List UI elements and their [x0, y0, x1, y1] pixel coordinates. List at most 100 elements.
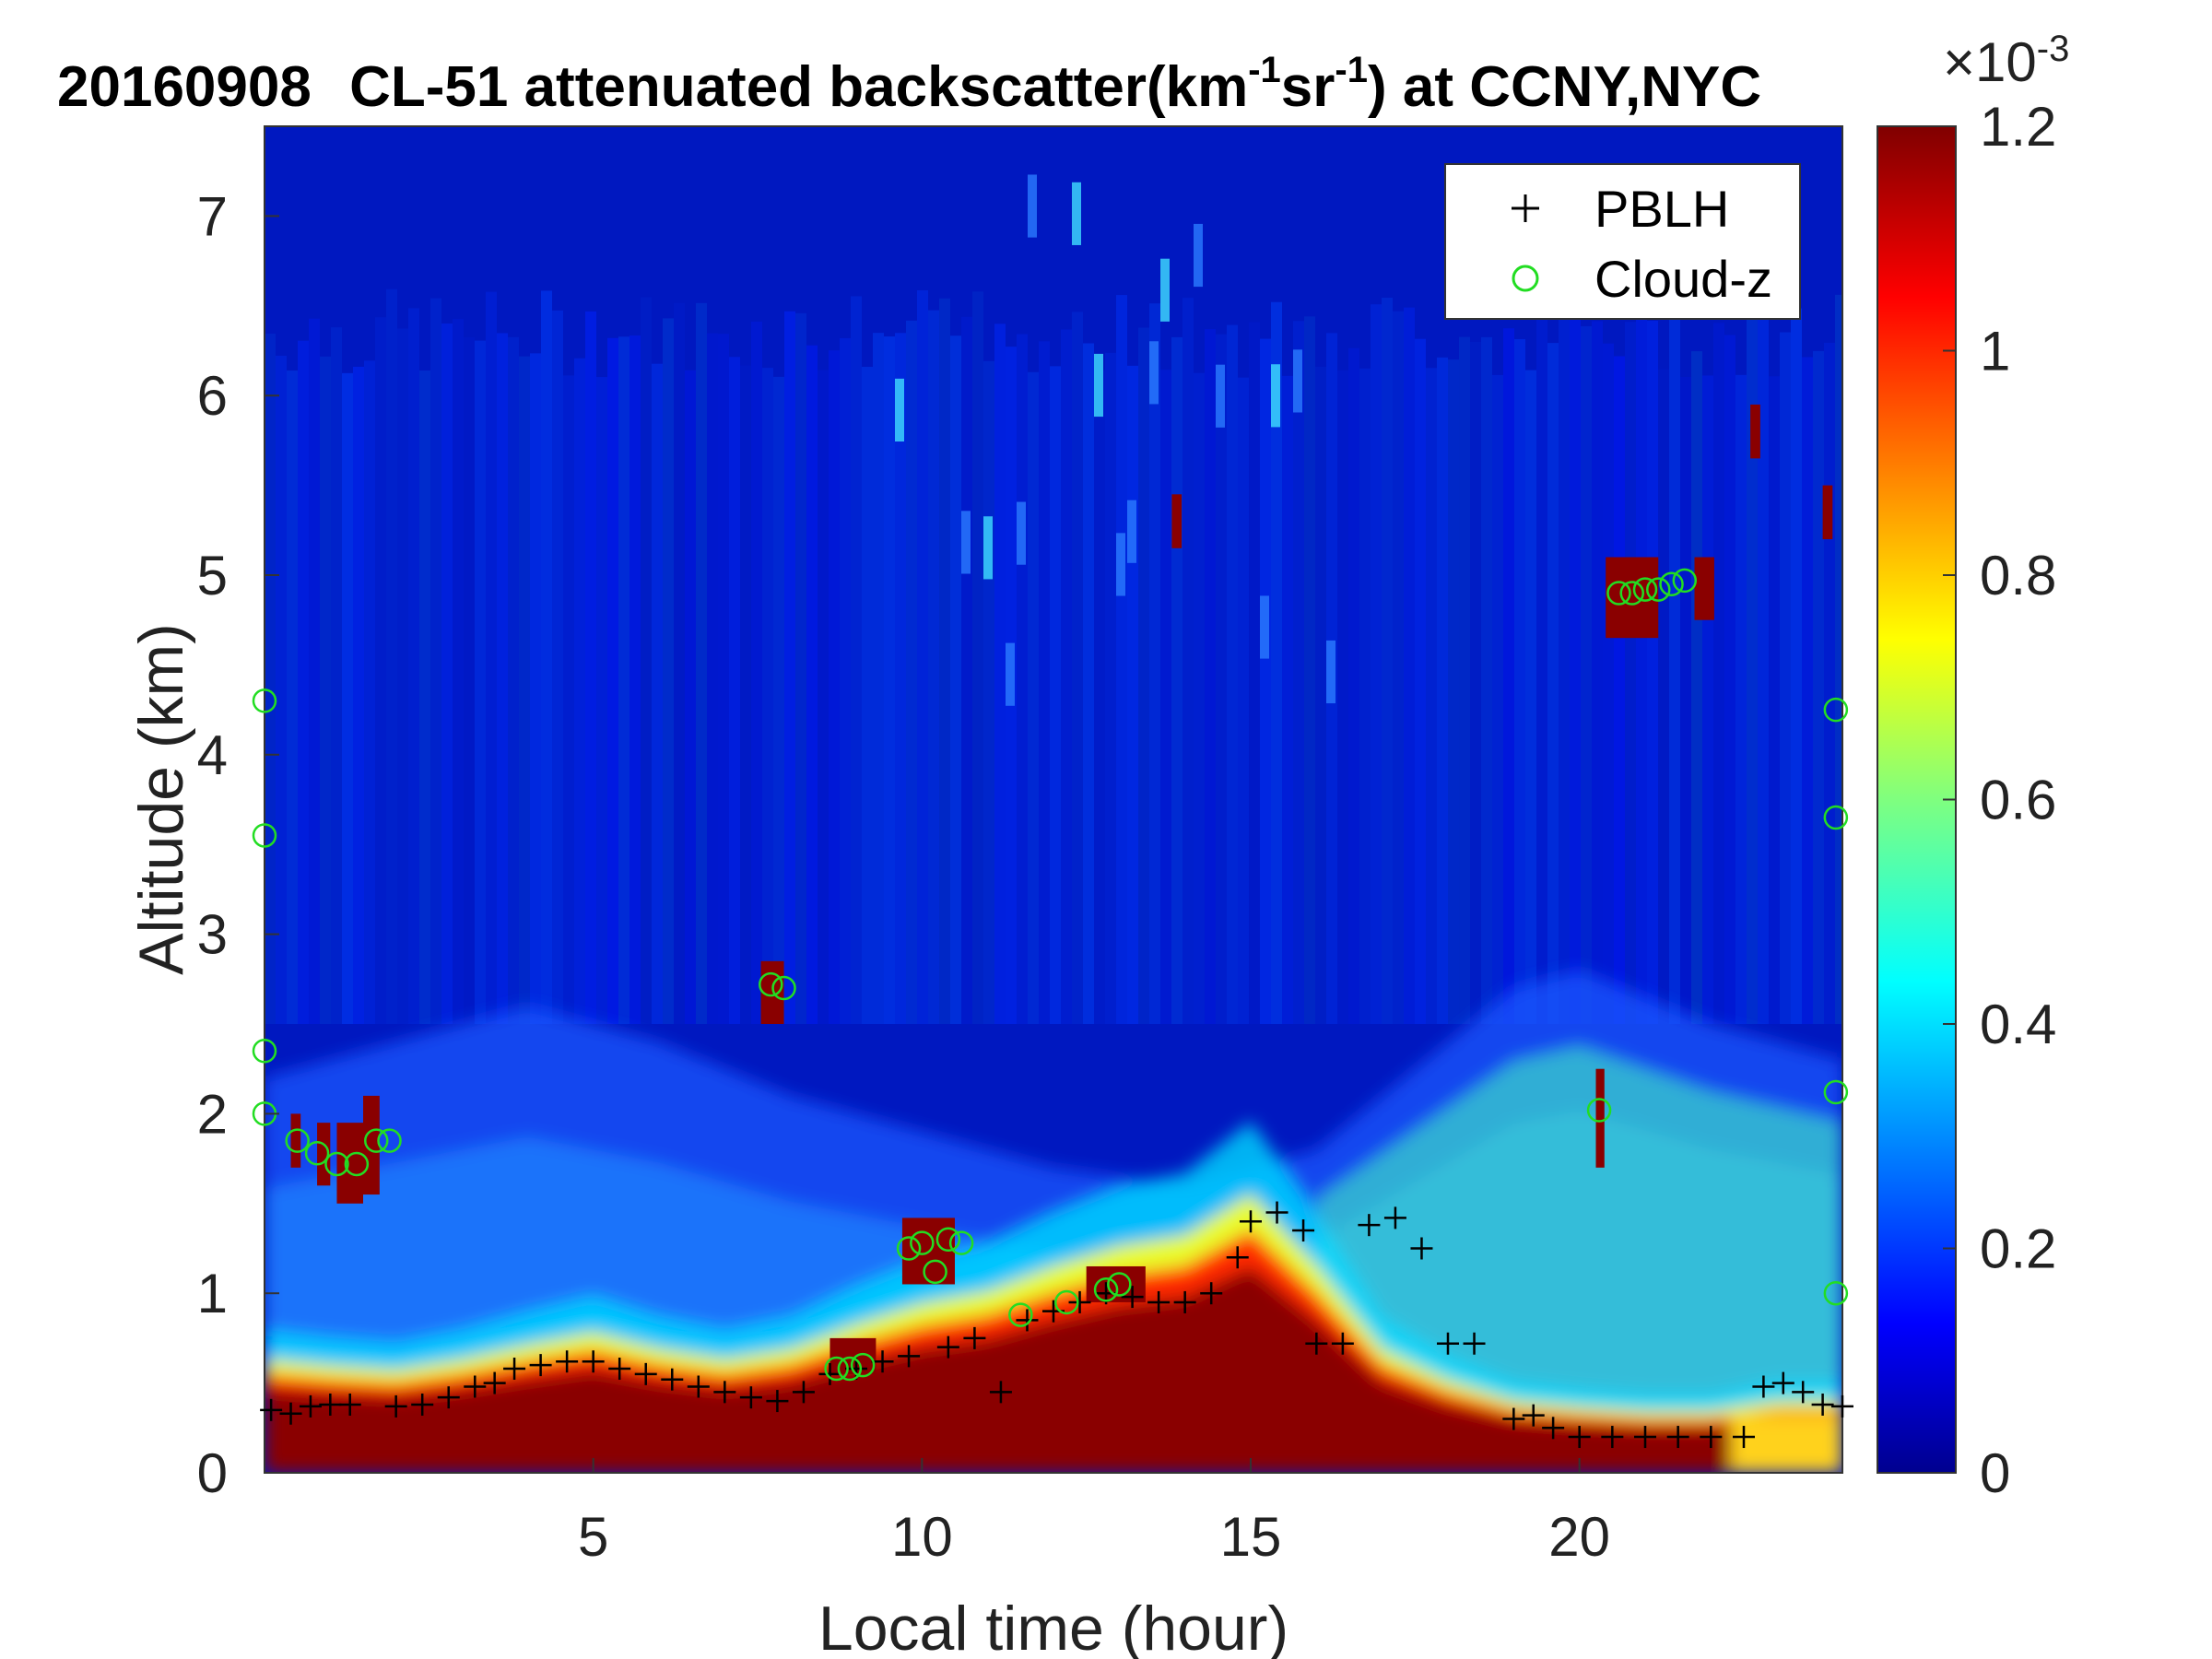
cloud-z-marker: [1823, 805, 1849, 830]
backscatter-column: [773, 376, 784, 1025]
cloud-z-marker: [1672, 568, 1698, 594]
chart-markers: [252, 568, 1853, 1449]
backscatter-column: [994, 324, 1006, 1024]
pblh-marker: [713, 1381, 736, 1404]
backscatter-column: [895, 333, 906, 1024]
backscatter-column: [464, 336, 475, 1024]
pblh-marker: [411, 1393, 434, 1416]
colorbar-exponent-base: ×10: [1943, 31, 2037, 93]
pblh-marker: [437, 1386, 460, 1409]
backscatter-column: [1625, 322, 1636, 1024]
backscatter-column: [1713, 323, 1724, 1024]
backscatter-column: [1171, 336, 1182, 1025]
backscatter-column: [1105, 352, 1116, 1025]
backscatter-column: [1724, 335, 1735, 1024]
cloud-z-marker: [1107, 1272, 1132, 1297]
backscatter-column: [353, 366, 364, 1024]
backscatter-column: [1614, 356, 1625, 1024]
backscatter-column: [1348, 347, 1359, 1024]
y-tick-label: 4: [197, 724, 228, 786]
pblh-marker: [1331, 1332, 1354, 1355]
backscatter-column: [685, 370, 696, 1024]
pblh-marker: [1666, 1426, 1689, 1449]
backscatter-column: [1216, 334, 1227, 1024]
cloud-z-marker: [759, 971, 783, 997]
backscatter-column: [983, 360, 994, 1024]
backscatter-column: [1802, 357, 1813, 1024]
backscatter-column: [1426, 368, 1437, 1025]
backscatter-column: [320, 356, 331, 1025]
cloud-z-marker: [1093, 1277, 1119, 1302]
aerosol-layers: [265, 970, 1842, 1473]
backscatter-column: [563, 375, 574, 1024]
title-sup2: -1: [1335, 50, 1368, 90]
pblh-marker: [1568, 1426, 1591, 1449]
backscatter-column: [1061, 329, 1072, 1025]
pblh-marker: [1265, 1201, 1288, 1224]
colorbar-tick-label: 0.6: [1980, 770, 2056, 831]
cloud-z-marker: [923, 1259, 947, 1285]
cloud-z-marker: [324, 1151, 349, 1177]
cloud-z-marker: [364, 1128, 389, 1153]
backscatter-column: [1592, 321, 1603, 1025]
pblh-marker: [739, 1386, 762, 1409]
backscatter-column: [862, 367, 873, 1024]
plot-area: [265, 126, 1842, 1473]
cloud-z-marker: [850, 1352, 876, 1378]
backscatter-column: [917, 289, 928, 1024]
cloud-patch: [1595, 1068, 1605, 1168]
y-tick-label: 5: [197, 545, 228, 606]
pblh-marker: [1831, 1394, 1853, 1418]
backscatter-column: [1182, 298, 1194, 1025]
backscatter-column: [331, 327, 342, 1024]
backscatter-column: [1735, 374, 1747, 1025]
cloud-z-marker: [1659, 571, 1684, 596]
cloud-patch: [1822, 485, 1833, 540]
backscatter-column: [1304, 316, 1315, 1024]
backscatter-column: [818, 370, 829, 1024]
y-tick-label: 6: [197, 365, 228, 427]
pblh-marker: [464, 1375, 487, 1398]
backscatter-column: [884, 336, 895, 1025]
chart-title: 20160908 CL-51 attenuated backscatter(km…: [57, 50, 1761, 119]
backscatter-column: [265, 333, 276, 1024]
y-axis-label: Altitude (km): [126, 623, 196, 975]
backscatter-column: [1404, 307, 1415, 1024]
backscatter-column: [1127, 365, 1138, 1025]
cirrus-streak: [1194, 223, 1203, 288]
pblh-marker: [483, 1371, 506, 1394]
pblh-marker: [1410, 1237, 1433, 1260]
pblh-marker: [1792, 1381, 1815, 1404]
cloud-z-marker: [948, 1230, 974, 1255]
pblh-marker: [963, 1326, 986, 1349]
pblh-marker: [299, 1394, 322, 1418]
backscatter-column: [475, 340, 486, 1025]
cloud-patch: [290, 1113, 301, 1168]
backscatter-column: [486, 291, 497, 1024]
backscatter-column: [1658, 369, 1669, 1024]
backscatter-column: [806, 345, 818, 1025]
pblh-marker: [1200, 1282, 1223, 1305]
backscatter-column: [1017, 334, 1028, 1025]
cirrus-streak: [983, 516, 993, 580]
backscatter-column: [419, 370, 430, 1024]
cloud-z-marker: [252, 823, 277, 848]
pblh-marker: [1601, 1426, 1624, 1449]
pblh-marker: [1240, 1210, 1262, 1233]
backscatter-column: [585, 311, 596, 1024]
cloud-z-marker: [935, 1227, 961, 1253]
cirrus-streak: [1326, 640, 1335, 704]
backscatter-column: [1680, 376, 1691, 1025]
pblh-marker: [1502, 1407, 1525, 1430]
y-tick-label: 0: [197, 1442, 228, 1504]
backscatter-columns: [265, 174, 1842, 1025]
pblh-marker: [818, 1362, 841, 1385]
backscatter-column: [508, 336, 519, 1024]
cloud-z-marker: [1632, 577, 1658, 602]
pblh-marker: [338, 1393, 361, 1416]
backscatter-column: [1371, 304, 1382, 1024]
title-middle: sr: [1281, 55, 1335, 119]
colorbar-tick-label: 0.4: [1980, 994, 2056, 1055]
cloud-z-marker: [1823, 697, 1849, 723]
title-sup1: -1: [1248, 50, 1281, 90]
